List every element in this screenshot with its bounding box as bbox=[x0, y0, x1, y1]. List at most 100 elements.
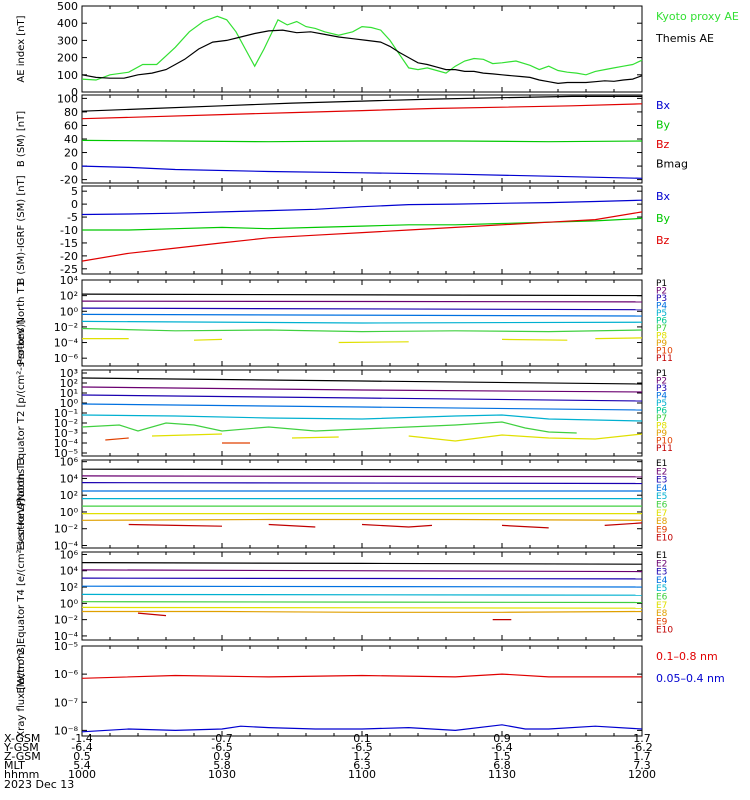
series-e1 bbox=[81, 562, 643, 565]
y-tick-label: 10⁻⁴ bbox=[54, 337, 79, 350]
legend-entry: P4 bbox=[656, 301, 667, 311]
legend-entry: Bmag bbox=[656, 158, 688, 171]
x-axis-row-label: X-GSM bbox=[4, 732, 40, 745]
series-e5 bbox=[81, 593, 643, 596]
series-p3 bbox=[81, 307, 643, 311]
y-tick-label: 10⁻⁵ bbox=[54, 640, 78, 653]
legend-entry: E8 bbox=[656, 609, 668, 619]
legend-entry: P6 bbox=[656, 316, 667, 326]
y-tick-label: 10⁻¹ bbox=[54, 407, 78, 420]
series-p5 bbox=[81, 414, 643, 422]
x-axis-value: 6.8 bbox=[493, 759, 511, 772]
legend-entry: P10 bbox=[656, 436, 673, 446]
date-label: 2023 Dec 13 bbox=[4, 778, 74, 791]
series-p4 bbox=[81, 403, 643, 411]
legend-entry: Bz bbox=[656, 138, 670, 151]
series-bz bbox=[81, 211, 643, 262]
y-tick-label: 10⁻² bbox=[54, 321, 78, 334]
plot-frame bbox=[81, 645, 643, 737]
legend-entry: E10 bbox=[656, 534, 673, 544]
series-p4 bbox=[81, 313, 643, 317]
x-axis-value: 0.5 bbox=[73, 750, 91, 763]
x-axis-value: 5.8 bbox=[213, 759, 231, 772]
legend-entry: E2 bbox=[656, 559, 667, 569]
series-by bbox=[82, 217, 643, 231]
series-0.1–0.8-nm bbox=[81, 673, 642, 679]
panel-pe: 10³10²10¹10⁰10⁻¹10⁻²10⁻³10⁻⁴10⁻⁵Protons … bbox=[16, 320, 673, 507]
panel-xray: 10⁻⁵ 10⁻⁶ 10⁻⁷ 10⁻⁸ Xray flux [W/m^2] 0.1–0.8… bbox=[16, 640, 725, 738]
y-tick-label: 10⁻⁵ bbox=[54, 447, 78, 460]
y-tick-label: 10⁶ bbox=[60, 548, 79, 561]
legend-entry: P2 bbox=[656, 286, 667, 296]
legend-entry: P9 bbox=[656, 429, 667, 439]
series-bz bbox=[81, 103, 643, 120]
x-axis-value: 0.1 bbox=[353, 732, 371, 745]
y-tick-label: 10² bbox=[60, 290, 78, 303]
y-tick-label: 5 bbox=[71, 185, 78, 198]
x-axis-value: 1100 bbox=[348, 768, 376, 781]
legend-entry: E8 bbox=[656, 517, 668, 527]
x-axis-row-label: MLT bbox=[4, 759, 25, 772]
x-axis-value: 1.7 bbox=[633, 750, 651, 763]
legend-entry: Kyoto proxy AE bbox=[656, 10, 739, 23]
legend-entry: P11 bbox=[656, 354, 673, 364]
legend-entry: E10 bbox=[656, 626, 673, 636]
legend-entry: P9 bbox=[656, 339, 667, 349]
legend-entry: E4 bbox=[656, 484, 668, 494]
legend-entry: E3 bbox=[656, 476, 667, 486]
y-axis-label: Protons North T1 bbox=[16, 281, 27, 365]
legend-entry: P7 bbox=[656, 324, 667, 334]
x-axis-value: 1200 bbox=[628, 768, 656, 781]
y-tick-label: 10³ bbox=[60, 367, 78, 380]
y-tick-label: 300 bbox=[57, 34, 78, 47]
series-e7 bbox=[81, 606, 643, 609]
y-tick-label: 10² bbox=[60, 489, 78, 502]
x-axis-value: 1030 bbox=[208, 768, 236, 781]
x-axis-value: 1.2 bbox=[353, 750, 371, 763]
series-p3 bbox=[81, 394, 643, 402]
x-axis-table: X-GSMY-GSMZ-GSMMLThhmm-1.4-6.40.55.41000… bbox=[3, 732, 656, 791]
legend-entry: E9 bbox=[656, 617, 668, 627]
y-tick-label: 100 bbox=[57, 92, 78, 105]
x-axis-value: -1.4 bbox=[71, 732, 92, 745]
plot-frame bbox=[81, 459, 643, 549]
legend-entry: By bbox=[656, 119, 671, 132]
series-e6 bbox=[81, 601, 643, 604]
legend-entry: E1 bbox=[656, 551, 667, 561]
y-tick-label: -10 bbox=[60, 224, 78, 237]
legend-entry: E9 bbox=[656, 525, 668, 535]
series-p1 bbox=[81, 293, 643, 297]
panel-ae: 500 400 300 200 100 0 AE index [nT] Kyoto proxy… bbox=[16, 0, 739, 99]
series-p2 bbox=[81, 300, 643, 303]
series-bmag bbox=[81, 95, 642, 112]
legend-entry: P1 bbox=[656, 279, 667, 289]
y-tick-label: -20 bbox=[60, 174, 78, 187]
y-axis-label: AE index [nT] bbox=[16, 15, 27, 82]
x-axis-value: 1.7 bbox=[633, 732, 651, 745]
series-p6 bbox=[81, 327, 643, 333]
y-axis-label: Protons Equator T2 [p/(cm²-s-sr-keV)] bbox=[16, 320, 27, 507]
series-e3 bbox=[81, 577, 643, 580]
x-axis-value: 0.9 bbox=[213, 750, 231, 763]
x-axis-value: 6.3 bbox=[353, 759, 371, 772]
series-p6 bbox=[81, 421, 577, 434]
legend-entry: E6 bbox=[656, 593, 668, 603]
series-bx bbox=[81, 165, 643, 179]
series-e1 bbox=[81, 468, 643, 471]
y-axis-label: Electrons Equator T4 [e/(cm²-s-sr-keV)] bbox=[16, 498, 27, 693]
y-tick-label: -15 bbox=[60, 237, 78, 250]
y-tick-label: 10⁻⁶ bbox=[54, 668, 79, 681]
x-axis-value: -0.7 bbox=[211, 732, 232, 745]
y-tick-label: 60 bbox=[64, 119, 78, 132]
y-axis-label: Xray flux [W/m^2] bbox=[16, 644, 27, 738]
y-tick-label: 10⁻⁸ bbox=[54, 724, 79, 737]
panel-bigrf: 50-5-10-15-20-25B (SM)-IGRF (SM) [nT] BxB… bbox=[16, 175, 671, 284]
y-tick-label: 10⁻⁴ bbox=[54, 630, 79, 643]
legend-entry: P7 bbox=[656, 414, 667, 424]
y-tick-label: 10⁰ bbox=[60, 597, 79, 610]
series-p8 bbox=[151, 433, 643, 442]
y-tick-label: 0 bbox=[71, 160, 78, 173]
y-tick-label: 10⁻⁶ bbox=[54, 352, 79, 365]
panel-ee: 10⁶ 10⁴ 10² 10⁰ 10⁻² 10⁻⁴ Electrons Equator T4… bbox=[16, 498, 673, 693]
